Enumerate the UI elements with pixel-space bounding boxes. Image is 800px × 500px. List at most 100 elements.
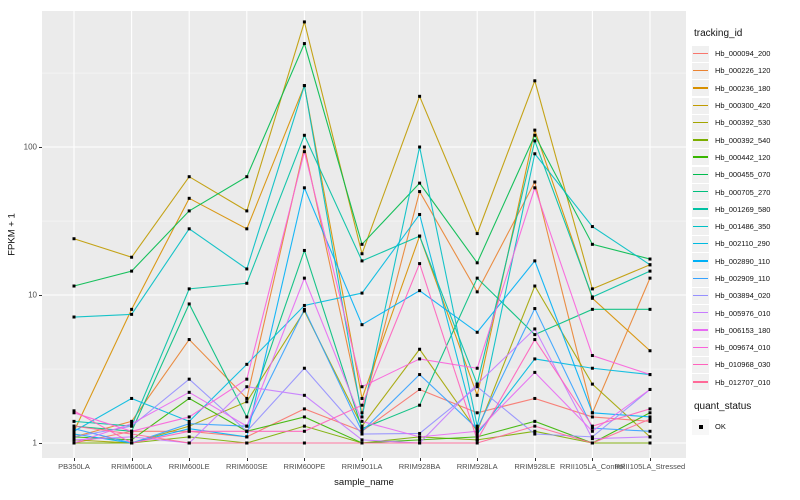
legend-title-quant-status: quant_status <box>694 400 752 412</box>
data-point <box>187 377 191 381</box>
data-point <box>130 424 134 428</box>
data-point <box>418 441 422 445</box>
y-tick-label: 10 <box>28 290 37 300</box>
x-tick-label: RRII105LA_Control <box>559 462 625 471</box>
data-point <box>475 435 479 439</box>
data-point <box>533 180 537 184</box>
data-point <box>72 237 76 241</box>
data-point <box>72 435 76 439</box>
legend-line-icon <box>693 121 708 124</box>
legend-entry-Hb_002909_110: Hb_002909_110 <box>692 270 798 287</box>
data-point <box>360 438 364 442</box>
legend-key <box>692 45 709 62</box>
legend-entry-ok: OK <box>692 418 798 435</box>
plot-panel <box>42 11 686 458</box>
legend-entry-Hb_010968_030: Hb_010968_030 <box>692 356 798 373</box>
data-point <box>590 225 594 229</box>
x-tick-label: RRIM600LE <box>168 462 210 471</box>
x-tick-mark <box>189 458 191 461</box>
data-point <box>360 415 364 419</box>
legend-key <box>692 339 709 356</box>
data-point <box>590 441 594 445</box>
quant-ok-key <box>692 418 709 435</box>
data-point <box>648 429 652 433</box>
data-point <box>418 181 422 185</box>
x-tick-label: RRIM928LE <box>514 462 556 471</box>
x-tick-mark <box>419 458 421 461</box>
legend-label: Hb_000226_120 <box>715 66 771 76</box>
data-point <box>418 431 422 435</box>
data-point <box>72 284 76 288</box>
legend-label: Hb_001269_580 <box>715 204 771 214</box>
data-point <box>648 257 652 261</box>
data-point <box>360 385 364 389</box>
data-point <box>72 424 76 428</box>
data-point <box>130 429 134 433</box>
data-point <box>590 242 594 246</box>
data-point <box>302 309 306 313</box>
legend-line-icon <box>693 173 708 176</box>
data-point <box>302 248 306 252</box>
data-point <box>130 269 134 273</box>
data-point <box>360 396 364 400</box>
legend-line-icon <box>693 312 708 314</box>
data-point <box>418 347 422 351</box>
legend-label: Hb_003894_020 <box>715 291 771 301</box>
data-point <box>72 409 76 413</box>
legend-line-icon <box>693 104 708 106</box>
y-axis-title: FPKM + 1 <box>6 213 18 256</box>
legend-label: Hb_012707_010 <box>715 377 771 387</box>
legend-line-icon <box>693 52 708 55</box>
data-point <box>648 417 652 421</box>
x-tick-label: RRIM928LA <box>456 462 498 471</box>
data-point <box>418 212 422 216</box>
y-tick-label: 1 <box>32 438 37 448</box>
x-tick-mark <box>592 458 594 461</box>
data-point <box>130 312 134 316</box>
legend-entry-Hb_001486_350: Hb_001486_350 <box>692 218 798 235</box>
data-point <box>360 424 364 428</box>
data-point <box>187 287 191 291</box>
data-point <box>245 377 249 381</box>
data-point <box>533 338 537 342</box>
data-point <box>475 393 479 397</box>
data-point <box>187 435 191 439</box>
legend-entry-Hb_000094_200: Hb_000094_200 <box>692 45 798 62</box>
legend-entry-Hb_000455_070: Hb_000455_070 <box>692 166 798 183</box>
x-tick-label: RRIM600SE <box>225 462 268 471</box>
data-point <box>533 139 537 143</box>
data-point <box>533 419 537 423</box>
data-point <box>130 255 134 259</box>
data-point <box>418 289 422 293</box>
data-point <box>590 307 594 311</box>
legend-key <box>692 253 709 270</box>
legend-key <box>692 62 709 79</box>
data-point <box>648 349 652 353</box>
data-point <box>418 373 422 377</box>
data-point <box>130 432 134 436</box>
data-point <box>418 357 422 361</box>
data-point <box>302 424 306 428</box>
data-point <box>245 396 249 400</box>
legend-line-icon <box>693 346 708 349</box>
data-point <box>360 403 364 407</box>
legend-label: Hb_000236_180 <box>715 83 771 93</box>
data-point <box>187 175 191 179</box>
data-point <box>302 186 306 190</box>
data-point <box>590 424 594 428</box>
legend-key <box>692 305 709 322</box>
data-point <box>418 387 422 391</box>
data-point <box>648 415 652 419</box>
x-tick-mark <box>131 458 133 461</box>
legend-key <box>692 149 709 166</box>
data-point <box>648 387 652 391</box>
data-point <box>187 424 191 428</box>
legend-entry-Hb_005976_010: Hb_005976_010 <box>692 304 798 322</box>
legend-label: Hb_000392_530 <box>715 118 771 128</box>
data-point <box>245 415 249 419</box>
data-point <box>590 366 594 370</box>
data-point <box>302 415 306 419</box>
x-tick-mark <box>246 458 248 461</box>
data-point <box>302 407 306 411</box>
